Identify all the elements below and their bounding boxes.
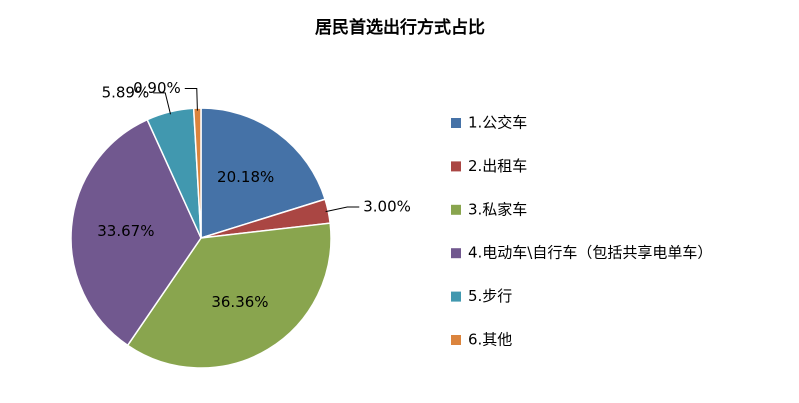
legend-label: 3.私家车 [468,200,527,218]
legend-label: 1.公交车 [468,114,527,132]
legend-label: 5.步行 [468,287,512,305]
leader-line [325,206,360,213]
legend-label: 6.其他 [468,331,512,349]
leader-line [184,88,198,111]
legend-swatch [451,204,461,215]
data-label: 3.00% [363,198,411,216]
legend-swatch [451,335,461,345]
data-label: 5.89% [102,83,150,101]
data-label: 20.18% [217,168,274,186]
legend-swatch [451,161,461,172]
data-label: 36.36% [211,293,268,311]
legend-swatch [451,248,461,259]
leader-line [153,92,172,115]
chart-title: 居民首选出行方式占比 [315,17,485,38]
legend-label: 4.电动车\自行车（包括共享电单车） [468,244,712,262]
data-label: 0.90% [133,79,181,97]
legend-label: 2.出租车 [468,157,527,175]
legend-swatch [451,118,461,128]
pie-slice [126,222,332,369]
pie-slice [70,118,202,347]
data-label: 33.67% [97,222,154,240]
legend-swatch [451,291,461,302]
pie-slice [200,107,327,240]
